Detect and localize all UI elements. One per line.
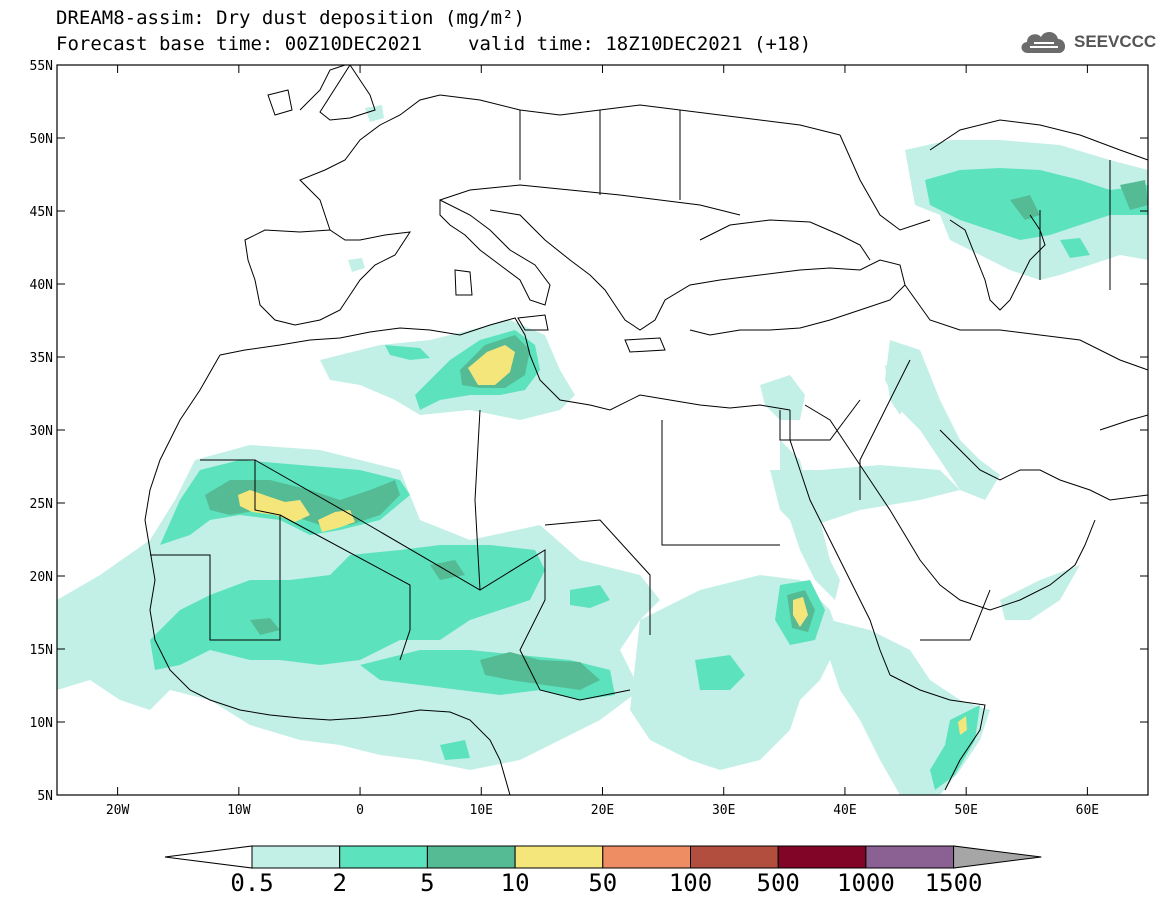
contour-kaz-3: [1010, 195, 1040, 220]
lon-label: 0: [356, 803, 364, 818]
seevccc-logo: SEEVCCC: [1018, 24, 1156, 60]
contour-cameroon-2: [440, 740, 470, 760]
colorbar-swatch: [251, 845, 341, 869]
colorbar-label: 10: [501, 869, 530, 897]
contour-algeria-2: [385, 345, 430, 360]
colorbar-label: 100: [669, 869, 712, 897]
colorbar-swatch: [339, 845, 428, 869]
colorbar: 0.5 2 5 10 50 100 500 1000 1500: [164, 845, 1042, 897]
lon-label: 10E: [470, 803, 493, 818]
lat-label: 25N: [30, 497, 53, 512]
contour-somalia-2: [930, 705, 980, 790]
contour-gulf: [885, 340, 1000, 500]
colorbar-label: 50: [588, 869, 617, 897]
lat-label: 30N: [30, 424, 53, 439]
contour-mali-3: [250, 618, 280, 635]
lat-label: 45N: [30, 205, 53, 220]
lat-label: 15N: [30, 643, 53, 658]
lon-label: 50E: [954, 803, 977, 818]
colorbar-swatch: [514, 845, 604, 869]
contour-levant: [760, 375, 805, 420]
contour-caspian-2: [1060, 238, 1090, 258]
contour-oman: [1000, 565, 1080, 620]
contour-chad-3: [480, 652, 600, 690]
lat-label: 10N: [30, 716, 53, 731]
lon-label: 20E: [591, 803, 614, 818]
contour-algeria-4: [318, 510, 355, 532]
contour-iraq: [885, 365, 910, 415]
longitude-axis: 20W 10W 0 10E 20E 30E 40E 50E 60E: [106, 65, 1099, 818]
lat-label: 55N: [30, 59, 53, 74]
contour-red-sea: [780, 440, 840, 600]
latitude-axis: 55N 50N 45N 40N 35N 30N 25N 20N 15N 10N 5N: [30, 59, 1148, 804]
dust-deposition-contours: [57, 105, 1148, 795]
forecast-times: Forecast base time: 00Z10DEC2021 valid ti…: [56, 34, 811, 54]
lat-label: 50N: [30, 132, 53, 147]
colorbar-label: 1500: [925, 869, 983, 897]
contour-arabia: [770, 465, 960, 530]
contour-niger-3: [430, 560, 465, 580]
colorbar-swatch: [777, 845, 867, 869]
colorbar-min-arrow: [164, 845, 253, 869]
contour-nigeria-2: [570, 585, 610, 608]
colorbar-label: 2: [332, 869, 346, 897]
logo-text: SEEVCCC: [1074, 32, 1157, 51]
contour-chad-east-2: [695, 655, 745, 690]
lon-label: 30E: [712, 803, 735, 818]
lat-label: 20N: [30, 570, 53, 585]
contour-tunisia-4: [468, 345, 515, 385]
lat-label: 40N: [30, 278, 53, 293]
contour-eritrea-4: [793, 597, 808, 627]
colorbar-label: 1000: [837, 869, 895, 897]
contour-iberia: [348, 258, 365, 272]
lon-label: 10W: [227, 803, 251, 818]
colorbar-label: 500: [757, 869, 800, 897]
lon-label: 60E: [1076, 803, 1099, 818]
valid-time: valid time: 18Z10DEC2021 (+18): [468, 33, 812, 55]
colorbar-swatch: [426, 845, 516, 869]
colorbar-max-arrow: [953, 845, 1042, 869]
lat-label: 35N: [30, 351, 53, 366]
cloud-icon: [1021, 31, 1066, 53]
lon-label: 20W: [106, 803, 130, 818]
contour-mauritania-4: [238, 490, 310, 522]
contour-somalia-4: [958, 716, 967, 735]
contour-channel: [365, 105, 384, 122]
lon-label: 40E: [833, 803, 856, 818]
contour-caspian-3: [1120, 180, 1148, 210]
map-title: DREAM8-assim: Dry dust deposition (mg/m²…: [56, 7, 525, 29]
contour-kazakh-2: [925, 168, 1148, 240]
colorbar-label: 0.5: [230, 869, 273, 897]
colorbar-label: 5: [420, 869, 434, 897]
colorbar-swatch: [602, 845, 691, 869]
coastlines-borders: [144, 65, 1148, 795]
lat-label: 5N: [37, 789, 53, 804]
colorbar-swatch: [690, 845, 779, 869]
colorbar-swatch: [865, 845, 955, 869]
base-time: Forecast base time: 00Z10DEC2021: [56, 33, 423, 55]
